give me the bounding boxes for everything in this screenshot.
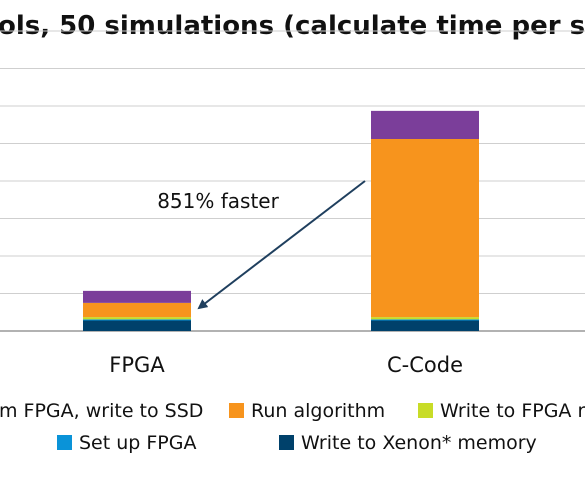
legend-item-run-algorithm: Run algorithm [229,400,385,422]
legend-item-write-to-fpga-r: Write to FPGA r [418,400,585,422]
bars [83,110,479,331]
bar-segment-fpga-run-algorithm [83,302,191,318]
legend-swatch [229,403,244,418]
gridlines [0,30,585,332]
legend-label: Set up FPGA [79,432,197,454]
annotation-arrow [197,180,366,310]
bar-segment-fpga-m-fpga-write-to-ssd [83,290,191,303]
x-tick-label: C-Code [387,353,463,377]
bar-segment-c-code-m-fpga-write-to-ssd [371,110,479,139]
legend-swatch [418,403,433,418]
legend-item-write-to-xenon-memory: Write to Xenon* memory [279,432,537,454]
legend-swatch [279,435,294,450]
bar-segment-c-code-run-algorithm [371,139,479,318]
bar-segment-c-code-write-to-fpga-r [371,317,479,320]
legend-label: Write to FPGA r [440,400,585,422]
legend-item-set-up-fpga: Set up FPGA [57,432,197,454]
bar-segment-fpga-write-to-xenon-memory [83,320,191,331]
chart-title: ols, 50 simulations (calculate time per … [0,11,585,41]
bar-segment-c-code-write-to-xenon-memory [371,320,479,331]
bar-segment-fpga-write-to-fpga-r [83,317,191,320]
legend-label: Write to Xenon* memory [301,432,537,454]
bar-segment-c-code-set-up-fpga [371,319,479,321]
legend: m FPGA, write to SSD Run algorithm Write t… [0,400,585,454]
bar-segment-fpga-set-up-fpga [83,319,191,321]
legend-item-m-fpga-write-to-ssd: m FPGA, write to SSD [0,400,203,422]
x-tick-label: FPGA [109,353,165,377]
legend-label: m FPGA, write to SSD [0,400,203,422]
annotation-label: 851% faster [157,189,279,213]
legend-swatch [57,435,72,450]
legend-label: Run algorithm [251,400,385,422]
